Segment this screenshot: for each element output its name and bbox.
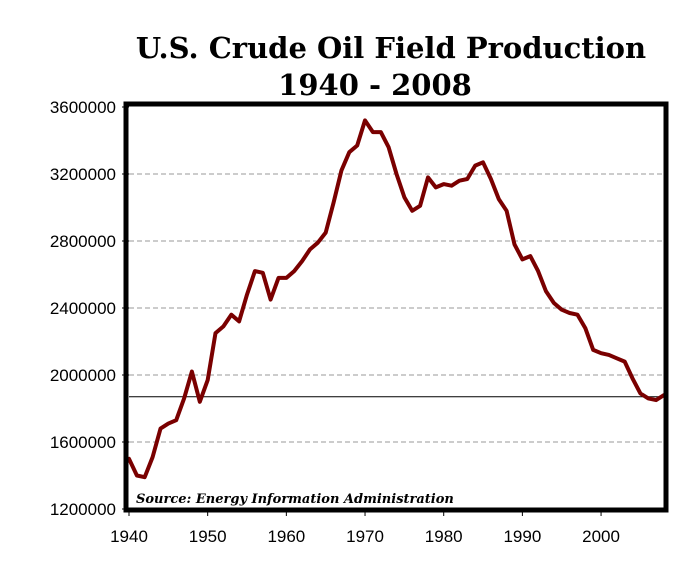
x-tick-label: 1940 [110, 527, 148, 546]
source-annotation: Source: Energy Information Administratio… [136, 492, 454, 507]
y-tick-label: 3600000 [50, 98, 116, 117]
chart-subtitle: 1940 - 2008 [278, 68, 472, 102]
x-tick-label: 1970 [346, 527, 384, 546]
y-tick-label: 2000000 [50, 366, 116, 385]
plot-frame [123, 101, 669, 513]
x-tick-label: 1950 [189, 527, 227, 546]
chart-title: U.S. Crude Oil Field Production [136, 31, 646, 65]
series-group [127, 118, 666, 480]
x-tick-label: 1960 [267, 527, 305, 546]
y-tick-label: 2800000 [50, 232, 116, 251]
x-axis-ticks: 1940 1950 1960 1970 1980 1990 2000 [110, 509, 620, 546]
x-tick-label: 1990 [503, 527, 541, 546]
grid-lines [129, 173, 664, 443]
y-tick-label: 2400000 [50, 299, 116, 318]
y-tick-label: 1600000 [50, 433, 116, 452]
x-tick-label: 1980 [425, 527, 463, 546]
x-tick-label: 2000 [582, 527, 620, 546]
series-line [127, 118, 666, 480]
y-tick-label: 3200000 [50, 165, 116, 184]
y-tick-label: 1200000 [50, 500, 116, 519]
y-axis-ticks: 1200000 1600000 2000000 2400000 2800000 32000… [50, 98, 129, 519]
